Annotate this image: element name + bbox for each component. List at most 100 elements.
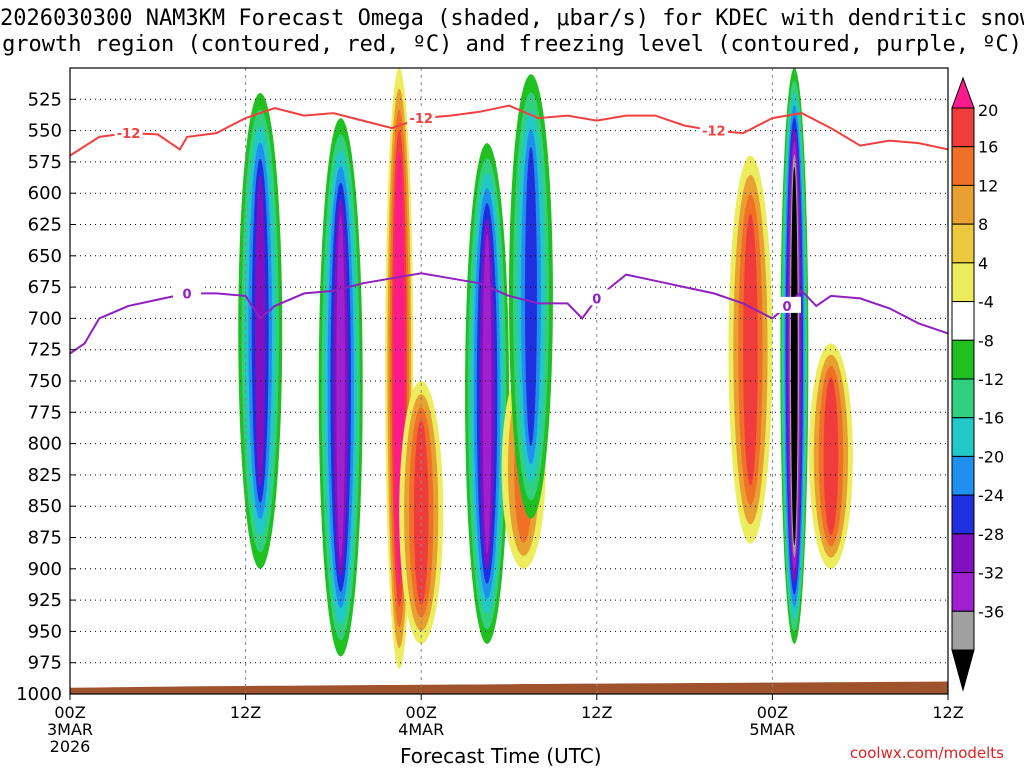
y-tick-label: 725 (28, 340, 62, 361)
x-tick-label: 12Z (581, 703, 612, 722)
y-tick-label: 600 (28, 183, 62, 204)
colorbar-box (951, 146, 975, 186)
colorbar-box (951, 339, 975, 380)
omega-level--28 (482, 233, 492, 554)
x-tick-date: 3MAR (47, 720, 93, 739)
credit-link[interactable]: coolwx.com/modelts (849, 744, 1004, 762)
x-tick-date: 5MAR (749, 720, 795, 739)
colorbar-label: 20 (978, 101, 998, 120)
y-tick-label: 950 (28, 621, 62, 642)
x-tick-label: 12Z (230, 703, 261, 722)
colorbar-label: 8 (978, 215, 988, 234)
colorbar-label: -24 (978, 486, 1004, 505)
colorbar-label: 4 (978, 254, 988, 273)
snow-growth-contour-label-bg (699, 121, 728, 138)
ground-fill (70, 681, 948, 694)
y-tick-label: 925 (28, 590, 62, 611)
omega-feature-downward-band-6 (808, 343, 853, 569)
y-axis: 525 550 575 600 625 650 675 700 725 750 775 800 825 8… (16, 89, 76, 705)
x-tick-label: 00Z (757, 703, 788, 722)
y-tick-label: 850 (28, 496, 62, 517)
omega-level-16 (413, 420, 429, 605)
omega-level--40 (791, 179, 798, 533)
colorbar-box (951, 417, 975, 457)
omega-feature-upward-band-3 (465, 143, 510, 644)
freezing-level-contour-label: 0 (183, 287, 192, 302)
colorbar-box (951, 184, 975, 225)
x-tick-date: 4MAR (398, 720, 444, 739)
colorbar-bottom-arrow (951, 649, 975, 692)
colorbar-box (951, 378, 975, 419)
colorbar-box (951, 455, 975, 496)
snow-growth-contour-label-bg (407, 109, 436, 126)
snow-growth-contour-label: -12 (117, 127, 141, 142)
snow-growth-contour-label: -12 (702, 125, 726, 140)
x-tick-label: 12Z (932, 703, 963, 722)
colorbar: 20 16 12 8 4 -4 -8 -12 -16 -20 -24 -28 -32 -36 (951, 76, 1004, 692)
chart-title-line-2: growth region (contoured, red, ºC) and f… (2, 32, 1022, 57)
omega-feature-downward-lower (399, 381, 444, 644)
colorbar-box (951, 610, 975, 651)
y-tick-label: 775 (28, 402, 62, 423)
y-tick-label: 675 (28, 277, 62, 298)
colorbar-box (951, 223, 975, 264)
chart-title-line-1: 2026030300 NAM3KM Forecast Omega (shaded… (0, 6, 1024, 31)
omega-feature-upward-band-1 (238, 93, 283, 569)
freezing-level-contour (70, 272, 948, 355)
freezing-level-contour-label-bg (773, 296, 802, 313)
x-tick-year: 2026 (50, 737, 91, 756)
freezing-level-contour-label-bg (173, 284, 202, 301)
y-tick-label: 650 (28, 246, 62, 267)
omega-level--24 (255, 175, 266, 487)
colorbar-box (951, 107, 975, 148)
omega-level-16 (823, 377, 839, 535)
colorbar-box (951, 533, 975, 574)
colorbar-top-arrow (951, 76, 975, 109)
y-tick-label: 750 (28, 371, 62, 392)
colorbar-label: -28 (978, 525, 1004, 544)
y-tick-label: 800 (28, 434, 62, 455)
y-tick-label: 550 (28, 121, 62, 142)
snow-growth-contour-label-bg (114, 124, 143, 141)
y-tick-label: 700 (28, 308, 62, 329)
colorbar-label: -20 (978, 447, 1004, 466)
y-tick-label: 975 (28, 653, 62, 674)
colorbar-label: -4 (978, 293, 994, 312)
x-tick-label: 00Z (54, 703, 85, 722)
colorbar-label: 16 (978, 138, 998, 157)
colorbar-box (951, 494, 975, 535)
contours: -12 -12 -12 0 0 0 (70, 104, 948, 355)
omega-level--20 (524, 146, 537, 446)
y-tick-label: 1000 (16, 684, 62, 705)
omega-feature-upward-band-2 (318, 118, 363, 657)
omega-level--28 (336, 214, 346, 560)
freezing-level-contour-label-bg (582, 289, 611, 306)
y-tick-label: 900 (28, 559, 62, 580)
colorbar-label: -32 (978, 564, 1004, 583)
omega-feature-downward-band-5 (728, 155, 773, 544)
colorbar-label: -36 (978, 602, 1004, 621)
omega-shading (70, 68, 948, 694)
omega-feature-strong-upward-column (780, 68, 809, 644)
y-tick-label: 575 (28, 152, 62, 173)
x-axis-title: Forecast Time (UTC) (400, 744, 602, 768)
x-tick-label: 00Z (406, 703, 437, 722)
y-tick-label: 875 (28, 528, 62, 549)
snow-growth-contour (70, 104, 948, 157)
freezing-level-contour-label: 0 (592, 292, 601, 307)
y-tick-label: 525 (28, 89, 62, 110)
y-tick-label: 625 (28, 215, 62, 236)
colorbar-label: -16 (978, 409, 1004, 428)
colorbar-label: 12 (978, 176, 998, 195)
colorbar-label: -8 (978, 331, 994, 350)
colorbar-box (951, 572, 975, 612)
colorbar-label: -12 (978, 370, 1004, 389)
snow-growth-contour-label: -12 (409, 112, 433, 127)
colorbar-box (951, 301, 975, 341)
y-tick-label: 825 (28, 465, 62, 486)
colorbar-box (951, 262, 975, 303)
omega-feature-upward-band-4 (508, 74, 553, 519)
freezing-level-contour-label: 0 (783, 300, 792, 315)
